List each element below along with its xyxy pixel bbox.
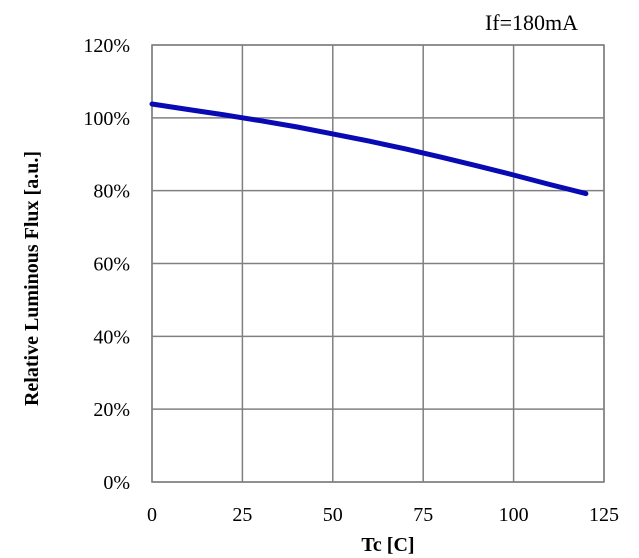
- x-tick-label: 0: [147, 504, 157, 526]
- series-line: [149, 101, 589, 197]
- x-axis-title: Tc [C]: [361, 534, 414, 556]
- y-tick-label: 60%: [93, 254, 130, 276]
- y-axis-title: Relative Luminous Flux [a.u.]: [21, 151, 43, 406]
- y-tick-label: 80%: [93, 181, 130, 203]
- y-tick-label: 0%: [103, 472, 130, 494]
- drive-current-annotation: If=180mA: [485, 10, 578, 35]
- x-tick-label: 75: [413, 504, 433, 526]
- y-tick-label: 20%: [93, 399, 130, 421]
- y-tick-label: 100%: [83, 108, 130, 130]
- x-tick-label: 50: [323, 504, 343, 526]
- y-tick-label: 40%: [93, 326, 130, 348]
- series-lines: [149, 101, 589, 197]
- x-axis-tick-labels: 0 25 50 75 100 125: [147, 504, 619, 526]
- y-tick-label: 120%: [83, 35, 130, 57]
- x-tick-label: 125: [589, 504, 619, 526]
- grid: [151, 44, 605, 483]
- x-tick-label: 100: [499, 504, 529, 526]
- plot-area-frame: [151, 44, 605, 483]
- x-tick-label: 25: [232, 504, 252, 526]
- y-axis-tick-labels: 0% 20% 40% 60% 80% 100% 120%: [83, 35, 130, 494]
